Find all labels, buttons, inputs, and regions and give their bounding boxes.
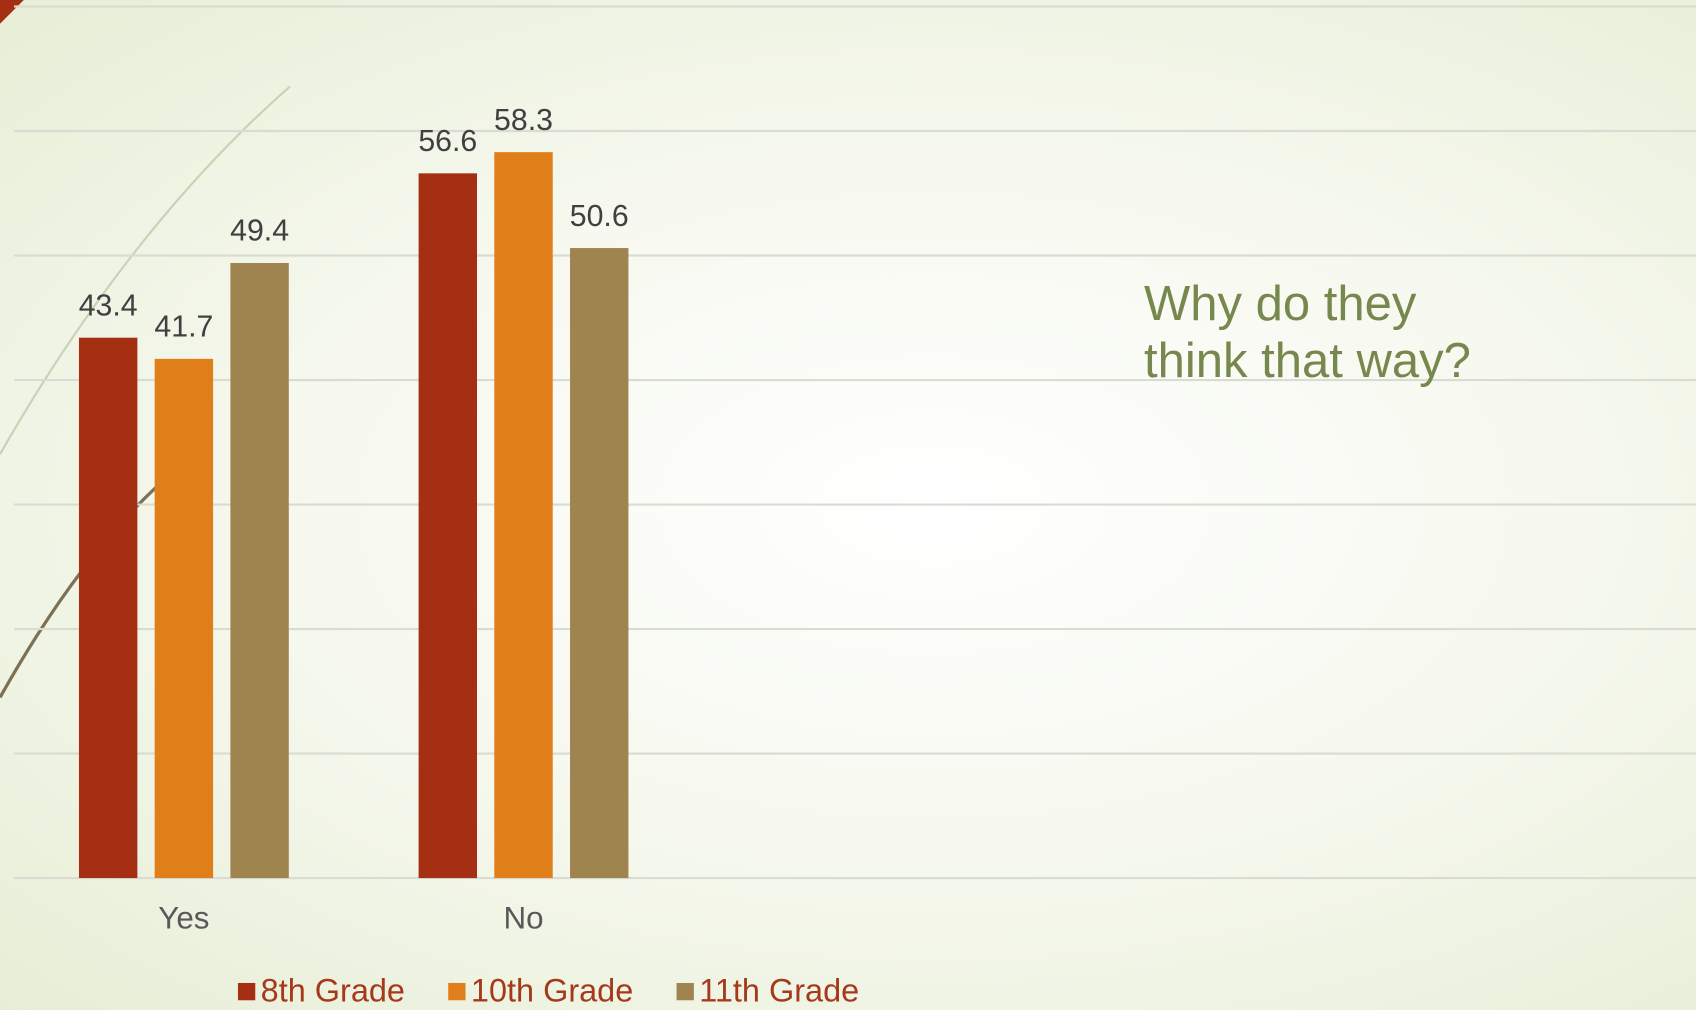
x-tick-label: No	[503, 901, 543, 936]
bar	[154, 358, 214, 879]
legend-swatch	[448, 982, 466, 1001]
bar	[570, 248, 629, 879]
x-tick-label: Yes	[158, 901, 209, 936]
decor-curve	[0, 85, 291, 455]
data-label: 41.7	[154, 311, 213, 344]
bar	[78, 337, 138, 879]
legend-label: 10th Grade	[471, 972, 633, 1008]
legend-swatch	[676, 982, 694, 1001]
legend-label: 8th Grade	[261, 972, 405, 1008]
bar	[494, 152, 553, 879]
data-label: 43.4	[79, 289, 138, 322]
legend-swatch	[237, 982, 256, 1001]
data-label: 56.6	[418, 125, 477, 158]
data-label: 58.3	[494, 104, 553, 137]
legend-label: 11th Grade	[699, 972, 859, 1008]
bar	[230, 262, 289, 879]
data-label: 50.6	[570, 200, 629, 233]
annotation: Why do they think that way?	[1144, 277, 1471, 388]
bar	[418, 173, 477, 879]
corner-decoration	[0, 0, 24, 24]
data-label: 49.4	[230, 215, 289, 248]
